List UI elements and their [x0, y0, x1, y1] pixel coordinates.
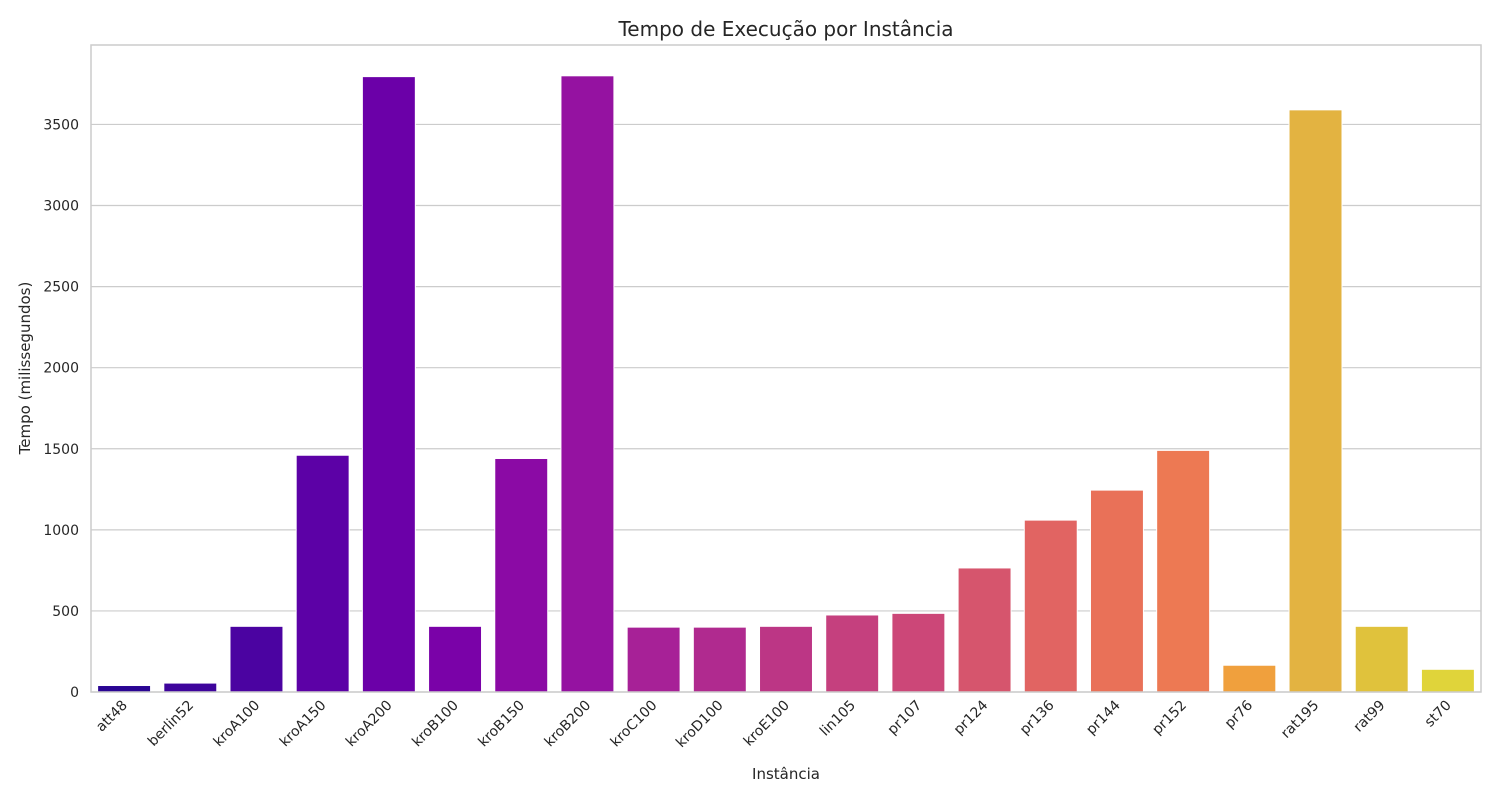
bar-kroB200: [560, 75, 615, 693]
x-tick-label: berlin52: [145, 698, 197, 750]
bars: [97, 75, 1475, 693]
y-tick-label: 0: [70, 685, 79, 701]
y-tick-label: 2500: [43, 280, 79, 296]
bar-kroA150: [295, 454, 350, 693]
y-tick-label: 2000: [43, 361, 79, 377]
bar-rat195: [1288, 109, 1343, 693]
bar-rat99: [1354, 625, 1409, 693]
y-axis-label: Tempo (milissegundos): [16, 282, 34, 456]
bar-pr76: [1222, 664, 1277, 693]
x-tick-label: pr76: [1222, 697, 1256, 731]
y-tick-label: 1000: [43, 523, 79, 539]
x-tick-label: kroA150: [277, 698, 330, 751]
bar-kroC100: [626, 626, 681, 693]
bar-pr152: [1156, 449, 1211, 693]
bar-kroA100: [229, 625, 284, 693]
y-tick-label: 3000: [43, 199, 79, 215]
x-tick-labels: att48 berlin52 kroA100 kroA150 kroA200 kroB10…: [93, 697, 1455, 751]
x-tick-label: kroD100: [673, 698, 726, 751]
bar-lin105: [825, 614, 880, 693]
x-tick-label: pr144: [1083, 697, 1124, 738]
bar-pr136: [1023, 519, 1078, 693]
x-tick-label: rat195: [1278, 698, 1322, 742]
x-tick-label: kroA200: [343, 698, 396, 751]
x-tick-label: kroB150: [475, 698, 528, 751]
bar-kroA200: [361, 76, 416, 693]
x-tick-label: kroB100: [409, 698, 462, 751]
bar-att48: [97, 685, 152, 693]
x-tick-label: att48: [93, 698, 131, 736]
chart-title: Tempo de Execução por Instância: [617, 17, 953, 41]
bar-pr144: [1089, 489, 1144, 693]
bar-kroB150: [494, 457, 549, 693]
x-tick-label: pr107: [885, 698, 926, 739]
x-tick-label: rat99: [1351, 698, 1389, 736]
x-tick-label: kroA100: [211, 698, 264, 751]
y-tick-label: 500: [52, 604, 79, 620]
x-tick-label: st70: [1422, 698, 1455, 731]
bar-st70: [1420, 668, 1475, 693]
x-tick-label: lin105: [817, 698, 859, 740]
x-tick-label: kroE100: [741, 698, 793, 750]
bar-kroB100: [428, 625, 483, 693]
bar-pr124: [957, 567, 1012, 693]
x-tick-label: kroC100: [608, 698, 661, 751]
plot-frame: [90, 44, 1482, 693]
y-tick-label: 3500: [43, 117, 79, 133]
y-tick-labels: 0 500 1000 1500 2000 2500 3000 3500: [43, 117, 79, 701]
x-axis-label: Instância: [752, 765, 820, 783]
x-tick-label: pr152: [1149, 698, 1190, 739]
x-tick-label: kroB200: [542, 698, 595, 751]
bar-berlin52: [163, 682, 218, 693]
bar-kroE100: [759, 625, 813, 693]
x-tick-label: pr136: [1017, 697, 1058, 738]
x-tick-label: pr124: [951, 697, 992, 738]
bar-pr107: [891, 612, 946, 693]
bar-kroD100: [692, 626, 747, 693]
y-tick-label: 1500: [43, 442, 79, 458]
